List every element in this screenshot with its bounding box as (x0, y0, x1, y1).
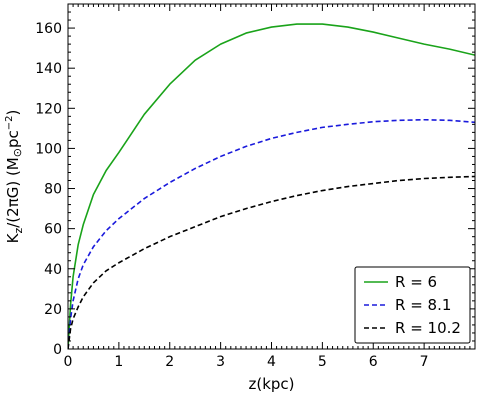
series-line-1 (68, 23, 475, 349)
x-tick-label: 5 (318, 354, 327, 370)
legend-label-3: R = 10.2 (395, 319, 461, 337)
y-tick-label: 0 (53, 342, 62, 358)
y-tick-label: 160 (35, 21, 62, 37)
x-axis-label: z(kpc) (248, 375, 294, 393)
y-tick-label: 100 (35, 141, 62, 157)
y-tick-label: 80 (44, 182, 62, 198)
legend-entries: R = 6 R = 8.1 R = 10.2 (364, 273, 461, 337)
legend-box (354, 266, 471, 344)
x-tick-label: 0 (64, 354, 73, 370)
legend-label-1: R = 6 (395, 273, 437, 291)
ticks-layer (67, 4, 475, 350)
y-tick-label: 140 (35, 61, 62, 77)
y-axis-label: Kz/(2πG) (M⊙pc−2) (4, 110, 25, 244)
x-tick-label: 3 (216, 354, 225, 370)
y-tick-label: 40 (44, 262, 62, 278)
x-tick-label: 7 (420, 354, 429, 370)
tick-labels-layer: 0 1 2 3 4 5 6 7 0 20 40 60 80 100 120 140 160 (35, 21, 428, 370)
x-tick-label: 2 (165, 354, 174, 370)
x-tick-label: 4 (267, 354, 276, 370)
y-tick-label: 20 (44, 302, 62, 318)
series-layer (68, 23, 475, 349)
y-tick-label: 60 (44, 222, 62, 238)
y-tick-label: 120 (35, 101, 62, 117)
series-line-2 (68, 118, 475, 349)
legend: R = 6 R = 8.1 R = 10.2 (354, 266, 471, 344)
legend-label-2: R = 8.1 (395, 296, 451, 314)
x-tick-label: 1 (114, 354, 123, 370)
x-tick-label: 6 (369, 354, 378, 370)
series-line-3 (68, 175, 475, 349)
